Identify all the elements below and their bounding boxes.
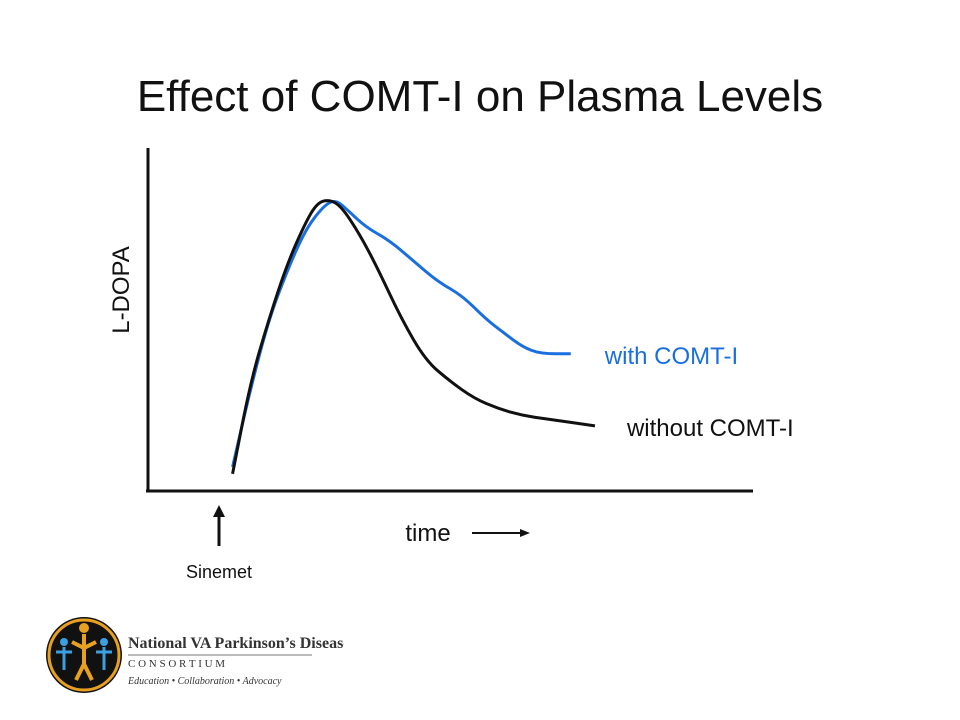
series-label-with-comt-i: with COMT-I [604,343,738,370]
x-axis-label: time [405,520,450,547]
series-line-without-comt-i [231,199,596,475]
plasma-level-chart: with COMT-I without COMT-I L-DOPA time Si… [108,148,794,582]
logo-emblem-icon: National VA Parkinson’s Disease C O N S … [46,617,350,693]
time-arrow-icon [472,529,530,537]
logo-line2: C O N S O R T I U M [128,658,225,670]
consortium-logo: National VA Parkinson’s Disease C O N S … [44,614,350,696]
logo-line1: National VA Parkinson’s Disease [128,635,344,652]
dose-arrow-icon [213,505,225,546]
y-axis-label: L-DOPA [108,246,135,334]
logo-line3: Education • Collaboration • Advocacy [127,676,282,687]
slide-title: Effect of COMT-I on Plasma Levels [136,72,824,121]
series-label-without-comt-i: without COMT-I [626,415,794,442]
series-line-with-comt-i [231,200,571,468]
dose-marker-label: Sinemet [186,562,252,582]
